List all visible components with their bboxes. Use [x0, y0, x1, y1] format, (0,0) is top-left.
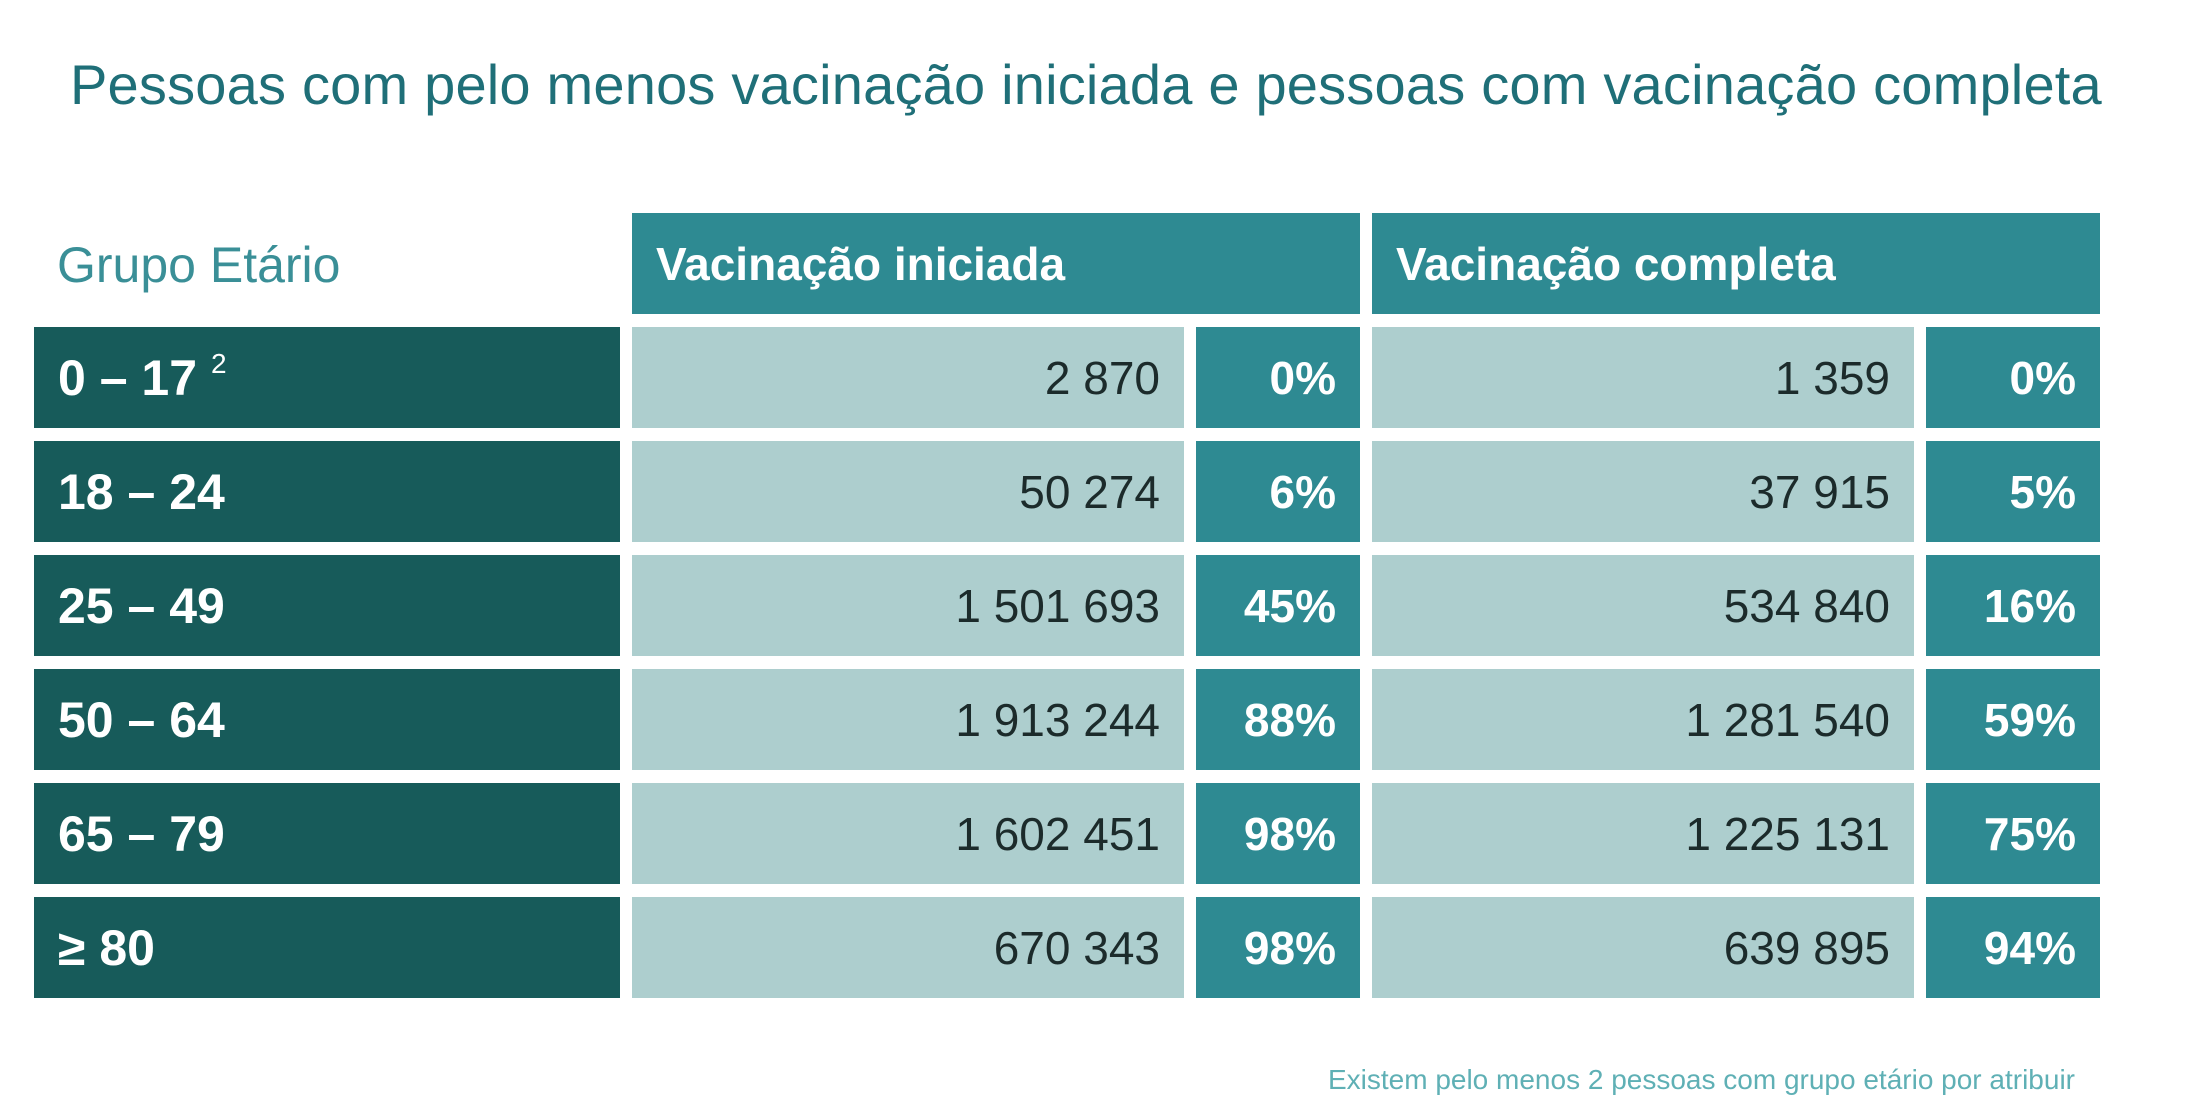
iniciada-percent-cell: 98%	[1196, 897, 1360, 998]
iniciada-count-cell: 1 602 451	[632, 783, 1184, 884]
age-group-cell: 0 – 17 2	[34, 327, 620, 428]
completa-count-cell: 1 225 131	[1372, 783, 1914, 884]
iniciada-count-cell: 670 343	[632, 897, 1184, 998]
age-group-label: 50 – 64	[58, 691, 225, 748]
iniciada-percent-cell: 98%	[1196, 783, 1360, 884]
iniciada-percent-cell: 6%	[1196, 441, 1360, 542]
table-row: ≥ 80 670 343 98% 639 895 94%	[0, 897, 2195, 998]
iniciada-percent-cell: 45%	[1196, 555, 1360, 656]
completa-percent-cell: 94%	[1926, 897, 2100, 998]
table-row: 18 – 24 50 274 6% 37 915 5%	[0, 441, 2195, 542]
iniciada-percent-cell: 88%	[1196, 669, 1360, 770]
iniciada-count-cell: 1 501 693	[632, 555, 1184, 656]
age-group-cell: 65 – 79	[34, 783, 620, 884]
table-row: 50 – 64 1 913 244 88% 1 281 540 59%	[0, 669, 2195, 770]
table-row: 0 – 17 2 2 870 0% 1 359 0%	[0, 327, 2195, 428]
iniciada-count-cell: 2 870	[632, 327, 1184, 428]
footnote-marker: 2	[211, 347, 227, 379]
completa-percent-cell: 59%	[1926, 669, 2100, 770]
age-group-label: 0 – 17	[58, 349, 198, 406]
age-group-label: 65 – 79	[58, 805, 225, 862]
age-group-cell: 50 – 64	[34, 669, 620, 770]
header-vacinacao-completa: Vacinação completa	[1372, 213, 2100, 314]
age-group-label: 25 – 49	[58, 577, 225, 634]
completa-percent-cell: 75%	[1926, 783, 2100, 884]
table-row: 25 – 49 1 501 693 45% 534 840 16%	[0, 555, 2195, 656]
completa-count-cell: 534 840	[1372, 555, 1914, 656]
page-title: Pessoas com pelo menos vacinação iniciad…	[70, 53, 2102, 116]
age-group-label: 18 – 24	[58, 463, 225, 520]
completa-percent-cell: 0%	[1926, 327, 2100, 428]
table-row: 65 – 79 1 602 451 98% 1 225 131 75%	[0, 783, 2195, 884]
completa-count-cell: 1 281 540	[1372, 669, 1914, 770]
age-group-cell: ≥ 80	[34, 897, 620, 998]
age-group-header: Grupo Etário	[57, 237, 341, 293]
iniciada-percent-cell: 0%	[1196, 327, 1360, 428]
iniciada-count-cell: 1 913 244	[632, 669, 1184, 770]
age-group-label: ≥ 80	[58, 919, 155, 976]
footnote: Existem pelo menos 2 pessoas com grupo e…	[1327, 1064, 2075, 1095]
age-group-cell: 18 – 24	[34, 441, 620, 542]
header-vacinacao-iniciada: Vacinação iniciada	[632, 213, 1360, 314]
completa-count-cell: 1 359	[1372, 327, 1914, 428]
iniciada-count-cell: 50 274	[632, 441, 1184, 542]
completa-percent-cell: 5%	[1926, 441, 2100, 542]
age-group-cell: 25 – 49	[34, 555, 620, 656]
completa-count-cell: 37 915	[1372, 441, 1914, 542]
completa-count-cell: 639 895	[1372, 897, 1914, 998]
completa-percent-cell: 16%	[1926, 555, 2100, 656]
